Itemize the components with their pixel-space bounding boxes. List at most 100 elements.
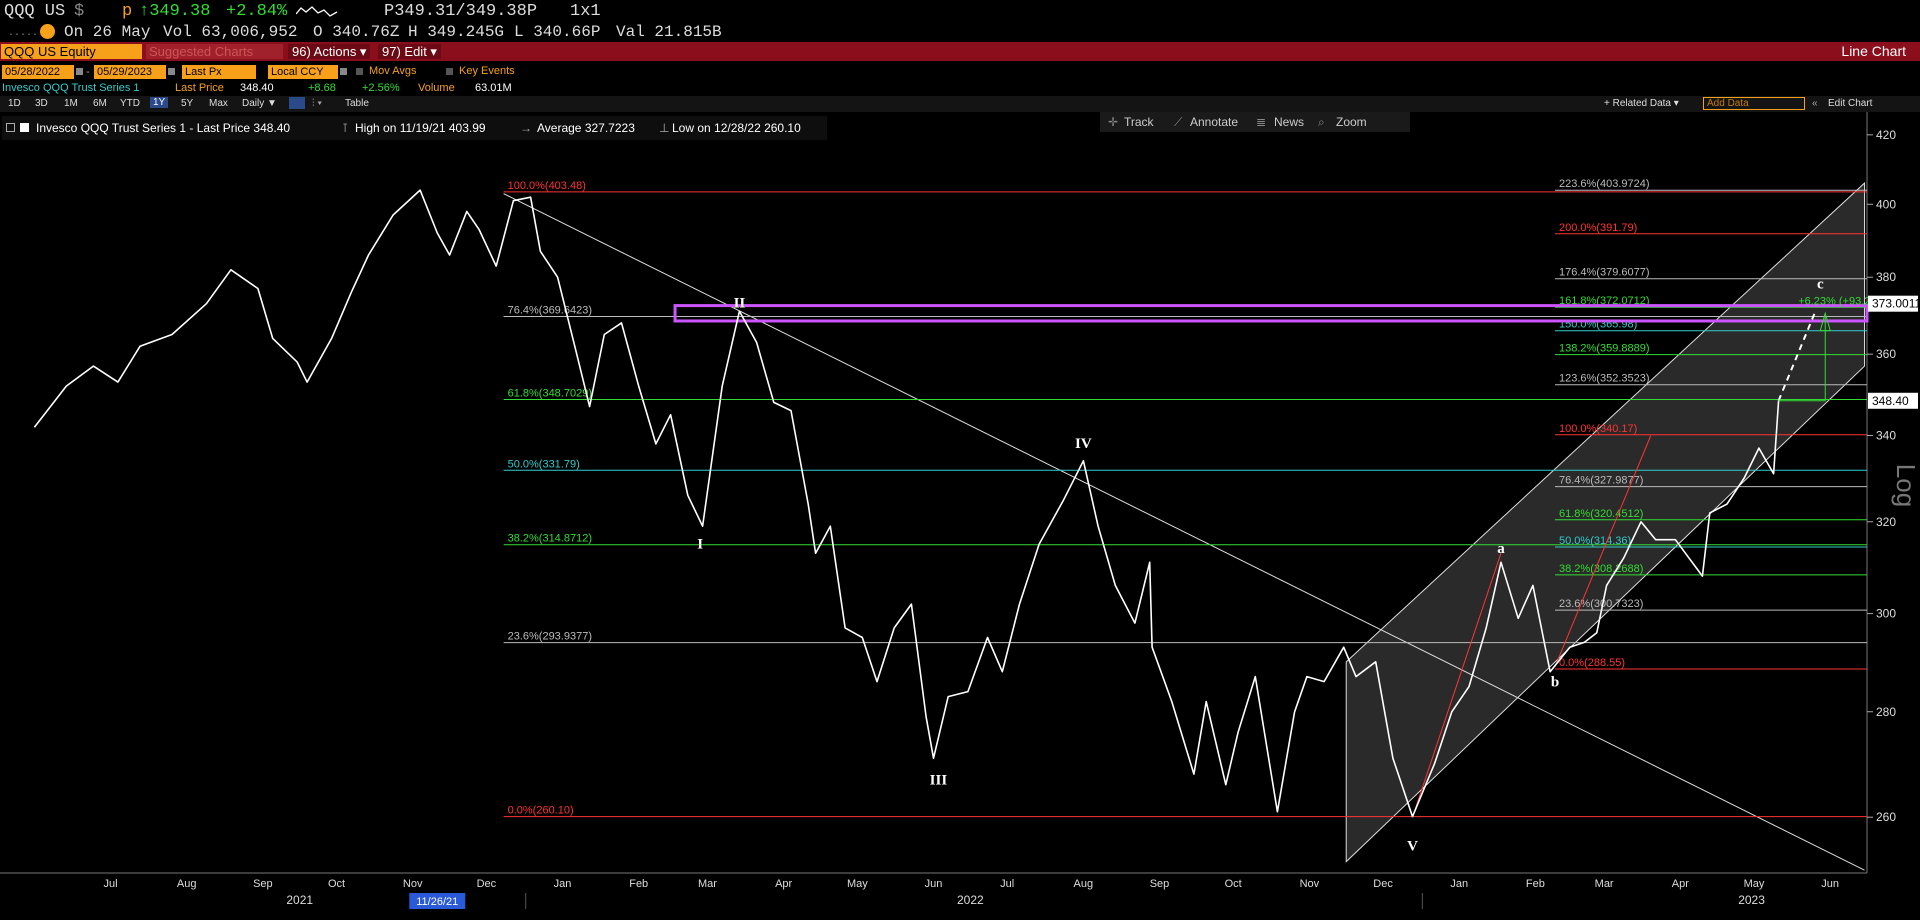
x-tick-label: Jun: [1821, 878, 1839, 890]
y-tick-label: 380: [1876, 270, 1896, 284]
bar-icon[interactable]: ⫶ ▾: [312, 98, 323, 109]
edit-button[interactable]: 97) Edit ▾: [378, 44, 441, 59]
period-button-1m[interactable]: 1M: [64, 98, 78, 109]
wave-label: II: [734, 296, 746, 312]
period-button-ytd[interactable]: YTD: [120, 98, 140, 109]
start-date-field[interactable]: 05/28/2022: [2, 65, 74, 79]
fib-extension-label: 200.0%(391.79): [1559, 222, 1637, 234]
legend-average: Average 327.7223: [537, 121, 635, 135]
fib-retracement-label: 100.0%(403.48): [508, 180, 586, 192]
target-zone-highlight: [673, 304, 1869, 323]
quote-open: O 340.76Z: [313, 23, 400, 41]
x-tick-label: May: [847, 878, 868, 890]
fib-retracement-label: 23.6%(293.9377): [508, 631, 592, 643]
chart-style-icon[interactable]: [289, 97, 305, 109]
x-tick-label: Oct: [1225, 878, 1242, 890]
dropdown-icon[interactable]: [340, 68, 347, 75]
suggested-charts-button[interactable]: Suggested Charts: [146, 44, 283, 59]
field-select[interactable]: Last Px: [182, 65, 256, 79]
annotate-icon[interactable]: ⟋: [1174, 115, 1183, 129]
x-tick-label: Apr: [775, 878, 792, 890]
price-channel: [1345, 181, 1866, 863]
fib-retracement-label: 61.8%(348.7029): [508, 388, 592, 400]
collapse-icon[interactable]: «: [1812, 98, 1818, 109]
key-events-toggle[interactable]: Key Events: [459, 65, 515, 77]
dots-icon: .....: [8, 28, 39, 39]
x-tick-label: Aug: [1074, 878, 1094, 890]
track-icon[interactable]: ✛: [1108, 115, 1119, 129]
y-scale-label: Log: [1891, 463, 1920, 508]
frequency-select[interactable]: Daily ▼: [242, 98, 277, 109]
news-icon[interactable]: ≣: [1256, 115, 1267, 129]
mov-avgs-toggle[interactable]: Mov Avgs: [369, 65, 417, 77]
y-tick-label: 400: [1876, 197, 1896, 211]
change-pct: +2.84%: [226, 2, 288, 21]
quote-value: Val 21.815B: [616, 23, 722, 41]
period-button-5y[interactable]: 5Y: [181, 98, 194, 109]
clock-icon: [40, 24, 55, 39]
zoom-button[interactable]: Zoom: [1336, 115, 1367, 129]
measure-arrow-head: [1819, 311, 1831, 332]
period-button-1d[interactable]: 1D: [8, 98, 21, 109]
x-tick-label: Oct: [328, 878, 345, 890]
end-date-field[interactable]: 05/29/2023: [94, 65, 166, 79]
edit-chart-button[interactable]: Edit Chart: [1828, 98, 1873, 109]
actions-button[interactable]: 96) Actions ▾: [288, 44, 371, 59]
currency-select[interactable]: Local CCY: [268, 65, 338, 79]
table-button[interactable]: Table: [345, 98, 369, 109]
fib-anchor-line: [1412, 553, 1502, 818]
legend-options-icon[interactable]: [6, 123, 15, 132]
last-price-tag-box: [1868, 392, 1918, 409]
checkbox-icon[interactable]: [446, 68, 453, 75]
last-price: ↑349.38: [139, 2, 211, 21]
period-button-3d[interactable]: 3D: [35, 98, 48, 109]
period-button-1y[interactable]: 1Y: [150, 97, 169, 108]
wave-label: III: [930, 773, 948, 789]
add-data-field[interactable]: Add Data: [1703, 97, 1805, 110]
menu-bar: QQQ US Equity Suggested Charts 96) Actio…: [0, 42, 1920, 61]
fib-extension-label: 138.2%(359.8889): [1559, 343, 1650, 355]
price-line: [33, 189, 1780, 818]
fib-extension-label: 38.2%(308.2688): [1559, 563, 1643, 575]
zoom-icon[interactable]: ⌕: [1318, 115, 1325, 129]
annotate-button[interactable]: Annotate: [1190, 115, 1239, 129]
volume-label: Volume: [418, 82, 455, 94]
track-button[interactable]: Track: [1124, 115, 1154, 129]
x-year-label: 2023: [1738, 893, 1765, 907]
x-tick-label: Jan: [1450, 878, 1468, 890]
last-price-label: Last Price: [175, 82, 224, 94]
news-button[interactable]: News: [1274, 115, 1305, 129]
security-field[interactable]: QQQ US Equity: [1, 44, 142, 59]
x-tick-label: Jan: [554, 878, 572, 890]
fib-extension-label: 61.8%(320.4512): [1559, 508, 1643, 520]
x-tick-label: Jul: [104, 878, 118, 890]
fib-extension-label: 0.0%(288.55): [1559, 657, 1625, 669]
wave-label: I: [697, 537, 703, 553]
ticker-label[interactable]: QQQ US: [4, 2, 66, 21]
calendar-icon[interactable]: [168, 68, 175, 75]
y-tick-label: 340: [1876, 428, 1896, 442]
x-tick-label: Nov: [403, 878, 423, 890]
calendar-icon[interactable]: [76, 68, 83, 75]
x-tick-label: Dec: [1373, 878, 1393, 890]
target-price-tag: 373.0011: [1872, 297, 1920, 311]
volume-value: 63.01M: [475, 82, 512, 94]
sparkline-icon: [296, 6, 338, 17]
wave-label: b: [1551, 675, 1559, 691]
legend-checkbox-icon[interactable]: [20, 123, 29, 132]
price-flag: p: [122, 2, 133, 21]
security-line: Invesco QQQ Trust Series 1 Last Price 34…: [0, 80, 1920, 96]
period-button-max[interactable]: Max: [209, 98, 228, 109]
period-button-6m[interactable]: 6M: [93, 98, 107, 109]
related-data-button[interactable]: + Related Data ▾: [1604, 98, 1679, 109]
fib-retracement-label: 38.2%(314.8712): [508, 533, 592, 545]
fib-extension-label: 50.0%(314.36): [1559, 535, 1631, 547]
chart-tools: ✛ Track ⟋ Annotate ≣ News ⌕ Zoom: [1100, 112, 1410, 132]
quote-high: H 349.245G: [408, 23, 505, 41]
y-tick-label: 320: [1876, 515, 1896, 529]
checkbox-icon[interactable]: [356, 68, 363, 75]
legend-series: Invesco QQQ Trust Series 1 - Last Price …: [36, 121, 291, 135]
bid-ask-size: 1x1: [570, 2, 601, 21]
high-marker-icon: ⊺: [342, 121, 349, 135]
